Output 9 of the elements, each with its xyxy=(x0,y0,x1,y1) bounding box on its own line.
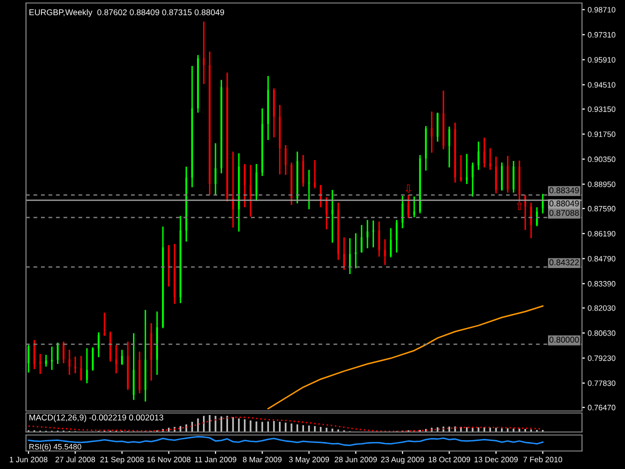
ref-line-label: 0.87088 xyxy=(549,210,579,216)
ref-line-label: 0.88349 xyxy=(549,187,579,194)
ref-line-label: 0.80000 xyxy=(549,336,579,343)
annotation: ⇧ xyxy=(516,202,522,210)
text: EURGBP,Weekly 0.87602 0.88409 0.87315 0.88049 xyxy=(29,9,224,17)
ref-line-label: 0.88049 xyxy=(549,200,579,206)
ref-line-label: 0.84322 xyxy=(549,259,579,266)
annotation: ⇩ xyxy=(406,184,412,193)
chart-title: MACD(12,26,9) -0.002219 0.002013 xyxy=(29,414,164,422)
